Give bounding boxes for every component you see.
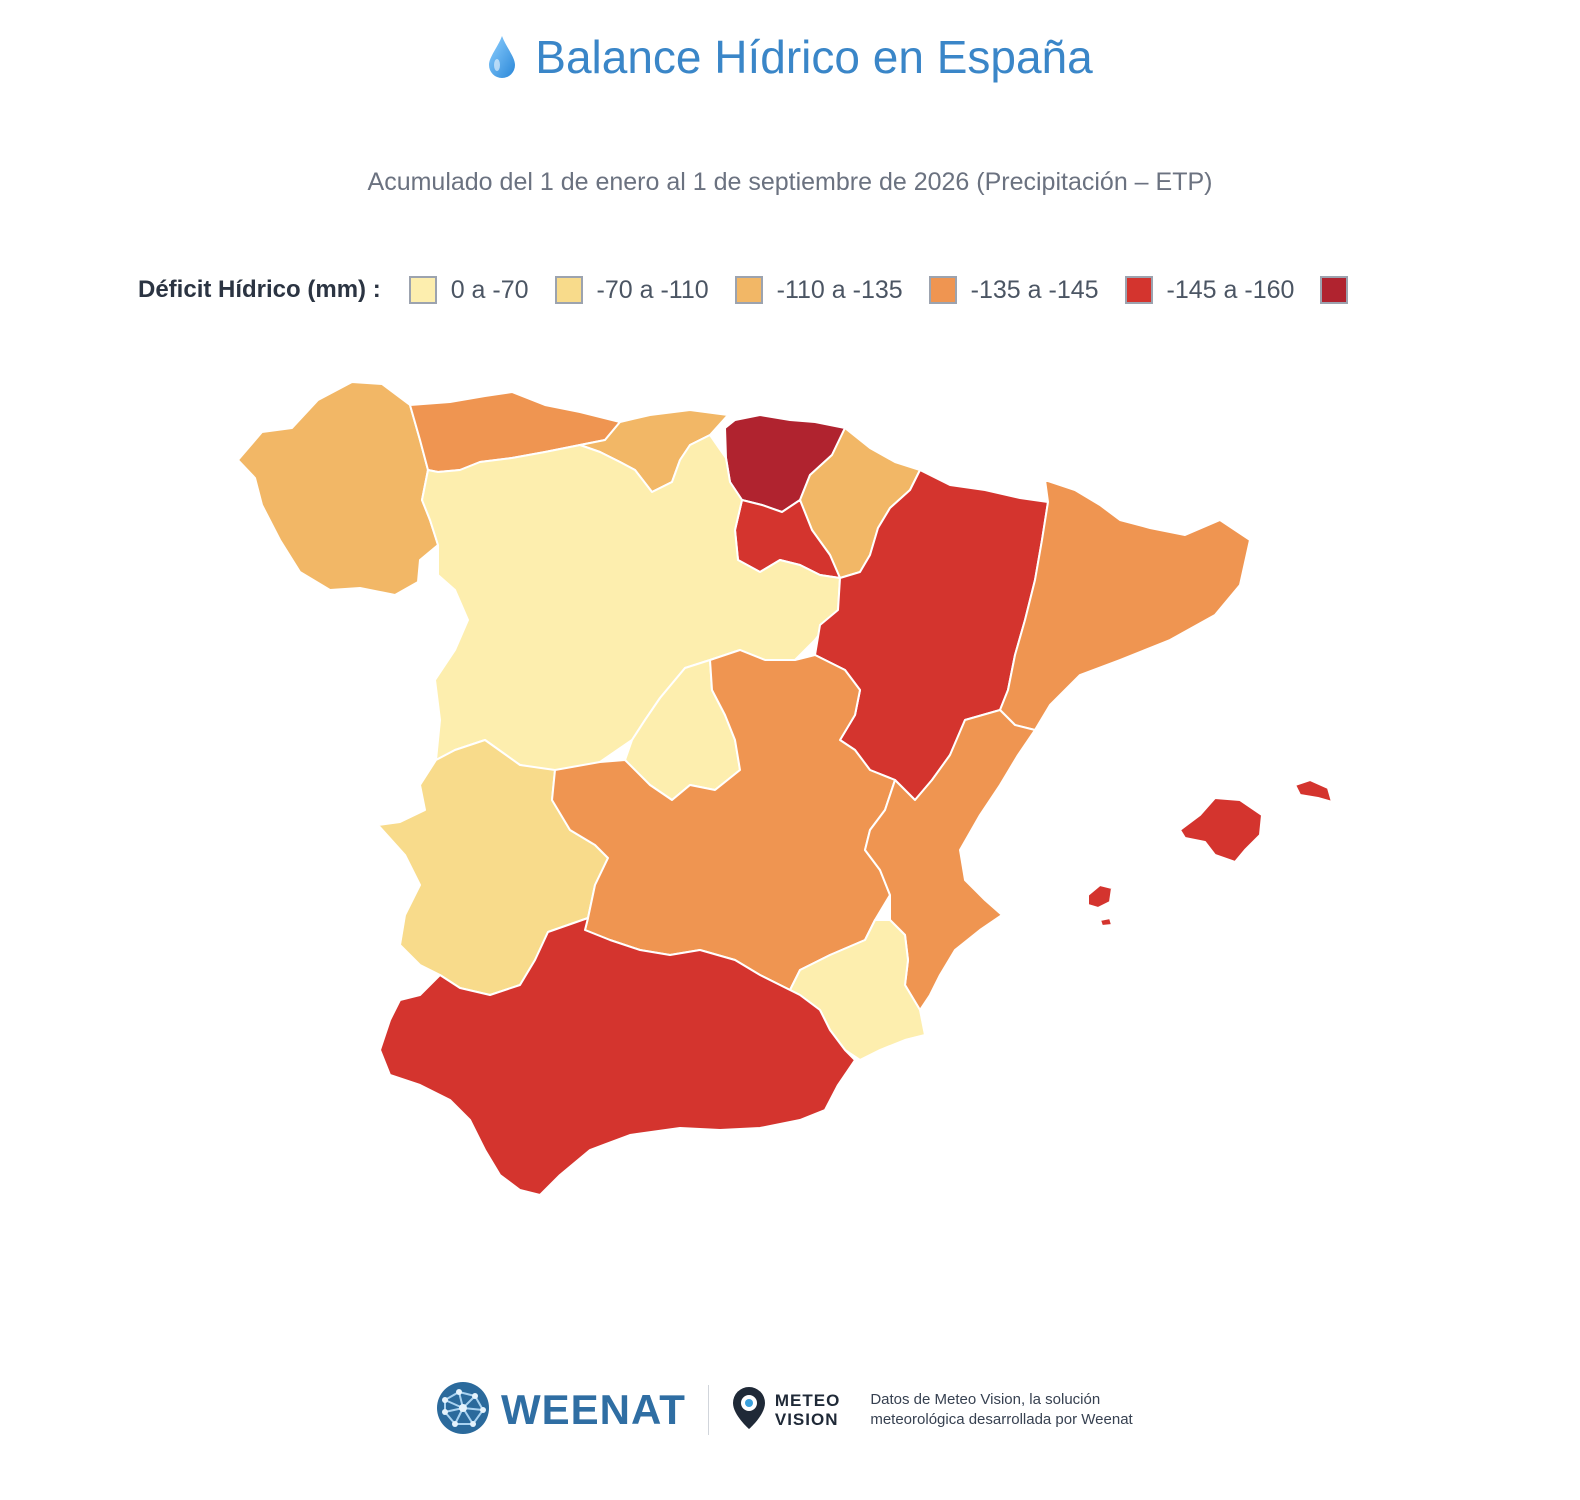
footer: WEENAT METEO VISION Datos de Meteo Visio… — [435, 1375, 1170, 1445]
legend-item: 0 a -70 — [408, 275, 529, 305]
legend-item: -145 a -160 — [1124, 275, 1295, 305]
meteo-line-1: METEO — [774, 1391, 841, 1410]
legend-label: -135 a -145 — [970, 275, 1099, 304]
legend-swatch — [734, 276, 763, 304]
footer-note-line-1: Datos de Meteo Vision, la solución — [870, 1391, 1101, 1408]
legend-item — [1320, 276, 1362, 304]
legend-label: -70 a -110 — [596, 275, 709, 304]
region-castilla-y-leon[interactable] — [421, 434, 841, 773]
page-title: Balance Hídrico en España — [0, 30, 1580, 90]
meteo-line-2: VISION — [774, 1410, 839, 1429]
legend-swatch — [1124, 276, 1153, 304]
legend-item: -70 a -110 — [554, 275, 709, 305]
legend-swatch — [1320, 276, 1349, 304]
legend-swatch — [928, 276, 957, 304]
region-menorca[interactable] — [1294, 779, 1333, 803]
footer-divider — [707, 1385, 709, 1435]
water-drop-icon — [487, 35, 517, 90]
region-mallorca[interactable] — [1179, 797, 1263, 863]
legend-label: -110 a -135 — [776, 275, 903, 304]
region-ibiza[interactable] — [1087, 884, 1113, 909]
region-cataluna[interactable] — [999, 479, 1251, 731]
weenat-logo: WEENAT — [435, 1380, 686, 1441]
region-formentera[interactable] — [1099, 917, 1113, 927]
footer-note: Datos de Meteo Vision, la solución meteo… — [870, 1390, 1170, 1430]
meteo-vision-wordmark: METEO VISION — [775, 1391, 840, 1429]
legend-label: 0 a -70 — [450, 275, 529, 304]
region-comunidad-valenciana[interactable] — [864, 709, 1036, 1011]
page-subtitle: Acumulado del 1 de enero al 1 de septiem… — [367, 168, 1213, 196]
legend-label: -145 a -160 — [1166, 275, 1295, 304]
legend-swatch — [554, 276, 583, 304]
spain-map — [237, 381, 1333, 1196]
meteo-vision-logo: METEO VISION — [731, 1385, 840, 1436]
title-text: Balance Hídrico en España — [535, 31, 1093, 83]
meteo-vision-pin-icon — [731, 1385, 767, 1436]
legend-title: Déficit Hídrico (mm) : — [138, 276, 381, 303]
legend-swatch — [408, 276, 437, 304]
region-andalucia[interactable] — [379, 917, 856, 1196]
legend: Déficit Hídrico (mm) : 0 a -70 -70 a -11… — [138, 274, 1388, 306]
footer-note-line-2: meteorológica desarrollada por Weenat — [870, 1411, 1133, 1428]
legend-item: -135 a -145 — [928, 275, 1099, 305]
legend-item: -110 a -135 — [734, 275, 903, 305]
weenat-wordmark: WEENAT — [501, 1386, 686, 1433]
region-galicia[interactable] — [237, 381, 439, 596]
weenat-globe-icon — [435, 1380, 491, 1441]
